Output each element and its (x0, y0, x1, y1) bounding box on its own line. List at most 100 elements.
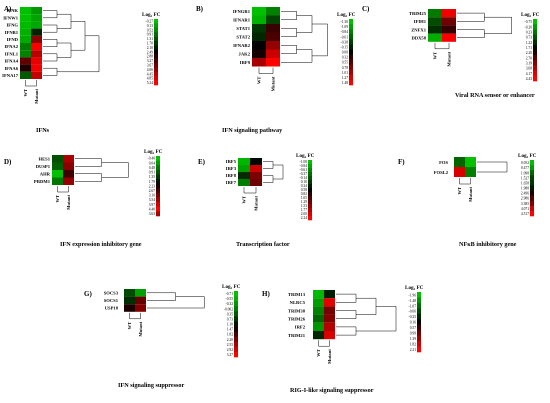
legend-swatch (156, 206, 160, 212)
column-label: Mutant (327, 349, 332, 364)
legend-swatch (533, 24, 537, 30)
legend-swatch (530, 165, 534, 171)
heatmap-cell (266, 32, 280, 41)
legend-tick: 4.06 (147, 68, 153, 72)
legend-tick: 3.27 (147, 59, 153, 63)
legend-swatch (154, 19, 158, 24)
legend-tick: 1.77 (301, 208, 307, 212)
legend-tick: 3.10 (149, 194, 155, 198)
legend-swatch (308, 204, 312, 209)
legend-swatch (417, 292, 421, 298)
row-label: TRIM26 (288, 317, 306, 322)
legend-swatch (154, 76, 158, 81)
heatmap-cell (238, 165, 250, 172)
row-label: USP18 (105, 306, 119, 311)
panel-letter: G) (84, 290, 92, 298)
legend-tick: -0.71 (226, 292, 234, 296)
legend-tick: 2.55 (227, 343, 233, 347)
heatmap-cell (324, 314, 335, 323)
heatmap-cell (428, 25, 442, 34)
legend-swatch (308, 192, 312, 197)
legend-swatch (533, 70, 537, 77)
heatmap-cell (428, 9, 442, 18)
legend-tick: -0.55 (226, 297, 234, 301)
legend-tick: 0.91 (147, 33, 153, 37)
heatmap-cell (324, 298, 335, 307)
legend-swatch (349, 39, 353, 45)
panel-letter: E) (198, 158, 206, 166)
legend-tick: 1.71 (526, 46, 532, 50)
legend-swatch (349, 54, 353, 60)
row-dendrogram-branch (43, 10, 58, 19)
heatmap-cell (266, 49, 280, 58)
legend-tick: -0.26 (525, 25, 533, 29)
heatmap-cell (20, 7, 31, 15)
legend-tick: 1.31 (147, 37, 153, 41)
legend-tick: 1.098 (521, 171, 529, 175)
legend-tick: 2.24 (301, 216, 307, 220)
legend-title: Log₂ FC (222, 284, 241, 290)
legend-swatch (234, 316, 238, 322)
legend-tick: 0.35 (227, 312, 233, 316)
heatmap-cell (252, 58, 266, 67)
heatmap-cell (252, 7, 266, 16)
column-label: WT (127, 322, 132, 330)
legend-swatch (417, 330, 421, 336)
heatmap-cell (266, 15, 280, 24)
row-label: STAT1 (236, 26, 250, 31)
heatmap-cell (20, 43, 31, 51)
heatmap-cell (454, 167, 465, 177)
legend-tick: 0.78 (342, 66, 348, 70)
legend-tick: -0.002 (224, 307, 233, 311)
legend-swatch (349, 64, 353, 71)
legend-swatch (530, 200, 534, 207)
heatmap-cell (428, 17, 442, 26)
heatmap-cell (324, 306, 335, 315)
legend-swatch (533, 65, 537, 71)
heatmap-cell (252, 32, 266, 41)
column-dendrogram (318, 340, 330, 347)
legend-tick: -0.75 (525, 20, 533, 24)
legend-swatch (308, 200, 312, 205)
row-label: FOSL2 (434, 170, 449, 175)
legend-swatch (308, 184, 312, 189)
legend-swatch (308, 176, 312, 181)
heatmap-cell (31, 71, 42, 79)
column-label: WT (55, 195, 60, 203)
legend-swatch (234, 296, 238, 302)
legend-tick: 3.68 (526, 67, 532, 71)
row-label: FOS (439, 160, 448, 165)
row-dendrogram-branch (281, 45, 297, 54)
heatmap-cell (442, 25, 456, 34)
legend-swatch (349, 74, 353, 81)
legend-swatch (156, 160, 160, 166)
legend-tick: 3.63 (149, 212, 155, 216)
row-dendrogram-branch (376, 306, 397, 332)
legend-tick: 4.071 (521, 207, 529, 211)
row-dendrogram-branch (43, 39, 58, 47)
heatmap-cell (31, 50, 42, 58)
row-label: TRIM25 (409, 11, 427, 16)
row-dendrogram-branch (457, 29, 485, 38)
legend-swatch (530, 205, 534, 212)
legend-swatch (417, 341, 421, 347)
legend-tick: 4.17 (526, 72, 532, 76)
column-label: Mutant (66, 195, 71, 210)
legend-swatch (154, 67, 158, 73)
row-label: NLRC5 (290, 300, 306, 305)
legend-swatch (156, 197, 160, 203)
legend-tick: -0.84 (341, 30, 349, 34)
legend-tick: -1.96 (409, 293, 417, 297)
panel-letter: D) (4, 158, 12, 166)
legend-tick: 0.55 (342, 61, 348, 65)
legend-swatch (154, 71, 158, 77)
legend-tick: -1.07 (409, 304, 417, 308)
panel-title: RIG-I-like signaling suppressor (290, 387, 374, 394)
legend-swatch (308, 216, 312, 221)
column-dendrogram (434, 42, 450, 50)
row-dendrogram-branch (281, 11, 297, 20)
row-dendrogram-branch (457, 12, 485, 22)
panel-c: C) TRIM25 IFIH1 ZNFX1 DDX58 WT Mutant Log₂ FC -0… (362, 5, 540, 99)
legend-swatch (154, 63, 158, 68)
legend-swatch (308, 180, 312, 185)
